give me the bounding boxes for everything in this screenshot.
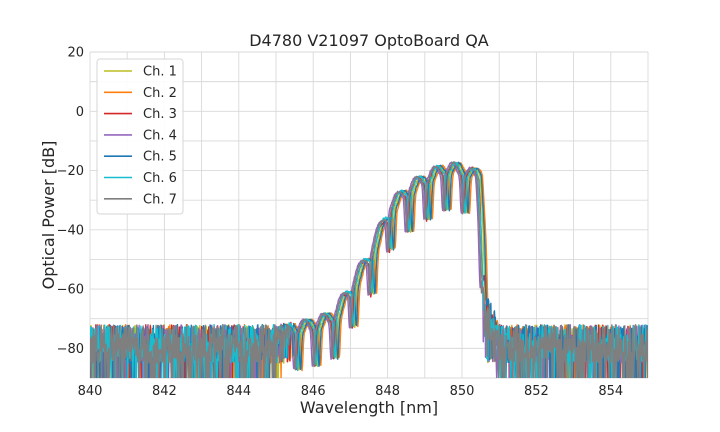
legend-label: Ch. 4 (143, 128, 177, 143)
legend-box (96, 58, 184, 215)
y-tick-label: −20 (57, 164, 84, 179)
legend-label: Ch. 2 (143, 86, 177, 101)
y-tick-label: −40 (57, 223, 84, 238)
x-tick-label: 844 (226, 384, 251, 399)
series-line-ch7 (90, 161, 648, 378)
legend-label: Ch. 3 (143, 107, 177, 122)
x-tick-label: 842 (152, 384, 177, 399)
x-axis-label: Wavelength [nm] (300, 398, 438, 417)
x-tick-label: 850 (450, 384, 475, 399)
legend-label: Ch. 6 (143, 171, 177, 186)
y-tick-label: −80 (57, 342, 84, 357)
legend-label: Ch. 5 (143, 150, 177, 165)
chart-title: D4780 V21097 OptoBoard QA (249, 31, 489, 50)
x-tick-label: 854 (598, 384, 623, 399)
series-group (90, 161, 648, 378)
legend-label: Ch. 7 (143, 192, 177, 207)
legend: Ch. 1 Ch. 2 Ch. 3 Ch. 4 Ch. 5 Ch. 6 Ch. 7 (96, 58, 184, 215)
x-tick-label: 848 (375, 384, 400, 399)
y-axis-ticks: 20 0 −20 −40 −60 −80 (57, 46, 84, 357)
x-tick-label: 846 (301, 384, 326, 399)
x-axis-ticks: 840 842 844 846 848 850 852 854 (78, 384, 624, 399)
y-tick-label: −60 (57, 283, 84, 298)
y-tick-label: 20 (67, 46, 84, 61)
y-axis-label: Optical Power [dB] (39, 141, 58, 290)
x-tick-label: 852 (524, 384, 549, 399)
legend-label: Ch. 1 (143, 65, 177, 80)
x-tick-label: 840 (78, 384, 103, 399)
y-tick-label: 0 (76, 105, 84, 120)
